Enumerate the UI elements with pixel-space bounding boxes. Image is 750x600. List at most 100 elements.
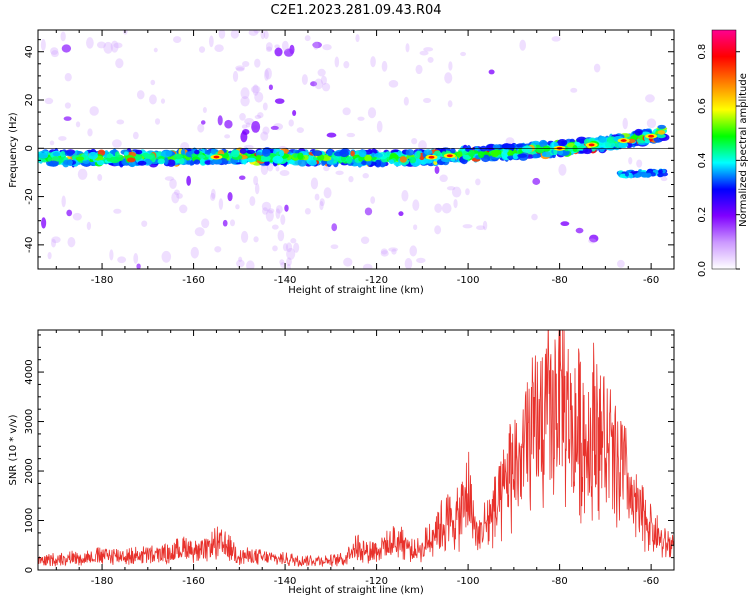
y-tick-label: 0 bbox=[24, 567, 35, 573]
spectrogram-blob bbox=[588, 143, 595, 147]
spectrogram-blob bbox=[628, 156, 633, 165]
spectrogram-blob bbox=[248, 30, 259, 36]
spectrogram-blob bbox=[582, 147, 593, 155]
spectrogram-blob bbox=[389, 152, 398, 161]
spectrogram-blob bbox=[491, 150, 501, 156]
spectrogram-blob bbox=[446, 186, 456, 191]
spectrogram-blob bbox=[575, 227, 584, 234]
y-tick-label: 4000 bbox=[24, 359, 35, 384]
spectrogram-blob bbox=[190, 246, 199, 259]
spectrogram-blob bbox=[51, 238, 57, 248]
spectrogram-blob bbox=[475, 178, 481, 186]
spectrogram-blob bbox=[370, 196, 376, 204]
spectrogram-ticks: -180 -160 -140 -120 -100 -80 -60 -40 -20 0 20 40 bbox=[24, 30, 675, 286]
spectrogram-blob bbox=[279, 259, 285, 265]
spectrogram-blob bbox=[208, 35, 214, 48]
spectrogram-blob bbox=[622, 117, 628, 130]
spectrogram-blob bbox=[262, 207, 269, 215]
spectrogram-blob bbox=[531, 213, 538, 221]
spectrogram-blob bbox=[308, 159, 318, 166]
spectrogram-blob bbox=[218, 30, 226, 39]
spectrogram-blob bbox=[388, 247, 398, 252]
spectrogram-blob bbox=[261, 148, 271, 157]
spectrogram-blob bbox=[245, 122, 251, 128]
spectrogram-blob bbox=[197, 123, 205, 133]
spectrogram-blob bbox=[553, 142, 559, 147]
spectrogram-blob bbox=[343, 61, 350, 69]
spectrogram-blob bbox=[428, 155, 435, 159]
spectrogram-blob bbox=[633, 173, 641, 178]
spectrogram-blob bbox=[447, 100, 453, 108]
spectrogram-blob bbox=[588, 238, 597, 244]
spectrogram-blob bbox=[229, 219, 236, 227]
spectrogram-blob bbox=[634, 128, 643, 136]
spectrogram-blob bbox=[263, 30, 269, 40]
spectrogram-blob bbox=[310, 177, 319, 190]
spectrogram-blob bbox=[423, 47, 434, 52]
spectrogram-blob bbox=[641, 173, 649, 178]
spectrogram-blob bbox=[636, 159, 643, 168]
spectrogram-blob bbox=[112, 139, 122, 148]
spectrogram-blob bbox=[270, 125, 279, 130]
snr-series-line bbox=[38, 330, 674, 568]
spectrogram-blob bbox=[61, 44, 72, 53]
spectrogram-blob bbox=[260, 154, 271, 162]
spectrogram-blob bbox=[617, 259, 625, 268]
spectrogram-blob bbox=[222, 219, 228, 227]
spectrogram-blob bbox=[558, 164, 567, 176]
spectrogram-blob bbox=[598, 136, 607, 143]
spectrogram-blob bbox=[297, 152, 304, 160]
spectrogram-blob bbox=[423, 97, 432, 104]
spectrogram-blob bbox=[264, 69, 269, 81]
spectrogram-blob bbox=[240, 96, 250, 107]
colorbar-tick-label: 0.6 bbox=[697, 98, 708, 114]
spectrogram-blob bbox=[86, 221, 92, 231]
colorbar: 0.0 0.2 0.4 0.6 0.8 Normalized spectral ampl… bbox=[697, 29, 749, 277]
spectrogram-blob bbox=[160, 98, 166, 104]
spectrogram-blob bbox=[314, 193, 320, 201]
spectrogram-blob bbox=[441, 202, 452, 214]
spectrogram-blob bbox=[460, 51, 467, 57]
spectrogram-blob bbox=[266, 46, 273, 52]
y-tick-label: -40 bbox=[24, 237, 35, 253]
y-tick-label: 20 bbox=[24, 94, 35, 107]
spectrogram-blob bbox=[657, 130, 666, 135]
spectrogram-blob bbox=[343, 257, 353, 267]
spectrogram-blob bbox=[218, 198, 224, 210]
spectrogram-blob bbox=[376, 120, 383, 133]
spectrogram-blob bbox=[292, 109, 297, 117]
spectrogram-blob bbox=[67, 236, 76, 248]
spectrogram-blob bbox=[541, 151, 553, 158]
spectrogram-blob bbox=[419, 50, 429, 56]
spectrogram-blob bbox=[84, 150, 89, 156]
spectrogram-blob bbox=[323, 187, 332, 199]
spectrogram-blob bbox=[444, 72, 453, 84]
spectrogram-blob bbox=[252, 84, 259, 96]
spectrogram-blob bbox=[589, 234, 599, 243]
spectrogram-blob bbox=[114, 151, 120, 159]
spectrogram-blob bbox=[260, 131, 269, 141]
spectrogram-blob bbox=[264, 160, 270, 166]
spectrogram-blob bbox=[405, 43, 410, 53]
spectrogram-blob bbox=[330, 244, 339, 250]
spectrogram-blob bbox=[286, 263, 291, 269]
spectrogram-blob bbox=[450, 148, 456, 154]
spectrogram-blob bbox=[47, 251, 52, 260]
spectrogram-blob bbox=[439, 174, 448, 183]
spectrogram-blob bbox=[238, 175, 246, 180]
spectrogram-blob bbox=[38, 152, 49, 159]
spectrogram-blob bbox=[89, 106, 99, 116]
spectrogram-frame bbox=[37, 29, 675, 270]
spectrogram-blob bbox=[210, 148, 217, 155]
spectrogram-blob bbox=[230, 30, 240, 39]
spectrogram-blob bbox=[149, 94, 157, 105]
spectrogram-blob bbox=[235, 204, 240, 210]
spectrogram-blob bbox=[254, 183, 260, 195]
spectrogram-blob bbox=[282, 243, 289, 252]
spectrogram-blob bbox=[172, 36, 182, 44]
spectrogram-blob bbox=[246, 157, 256, 163]
spectrogram-blob bbox=[446, 154, 453, 158]
spectrogram-blob bbox=[157, 158, 165, 165]
spectrogram-blob bbox=[110, 40, 119, 53]
spectrogram-blob bbox=[280, 214, 286, 225]
